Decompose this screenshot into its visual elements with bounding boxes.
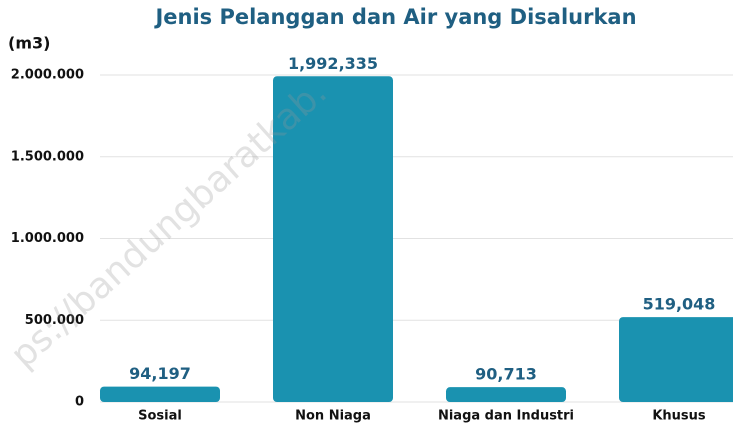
chart-title: Jenis Pelanggan dan Air yang Disalurkan (153, 5, 636, 29)
x-tick-label: Sosial (138, 409, 182, 424)
bar (619, 317, 733, 402)
value-label: 90,713 (475, 365, 537, 384)
x-tick-label: Khusus (652, 409, 706, 424)
y-tick-label: 0 (75, 395, 84, 410)
y-tick-label: 500.000 (25, 313, 84, 328)
y-tick-label: 1.000.000 (11, 231, 84, 246)
bar (100, 386, 220, 402)
bar (273, 76, 393, 402)
x-tick-label: Niaga dan Industri (438, 409, 574, 424)
bar (446, 387, 566, 402)
value-label: 519,048 (643, 295, 716, 314)
value-label: 1,992,335 (288, 54, 378, 73)
y-tick-label: 2.000.000 (11, 68, 84, 83)
x-tick-label: Non Niaga (295, 409, 371, 424)
y-tick-label: 1.500.000 (11, 149, 84, 164)
value-label: 94,197 (129, 364, 191, 383)
y-axis-label: (m3) (8, 34, 50, 53)
